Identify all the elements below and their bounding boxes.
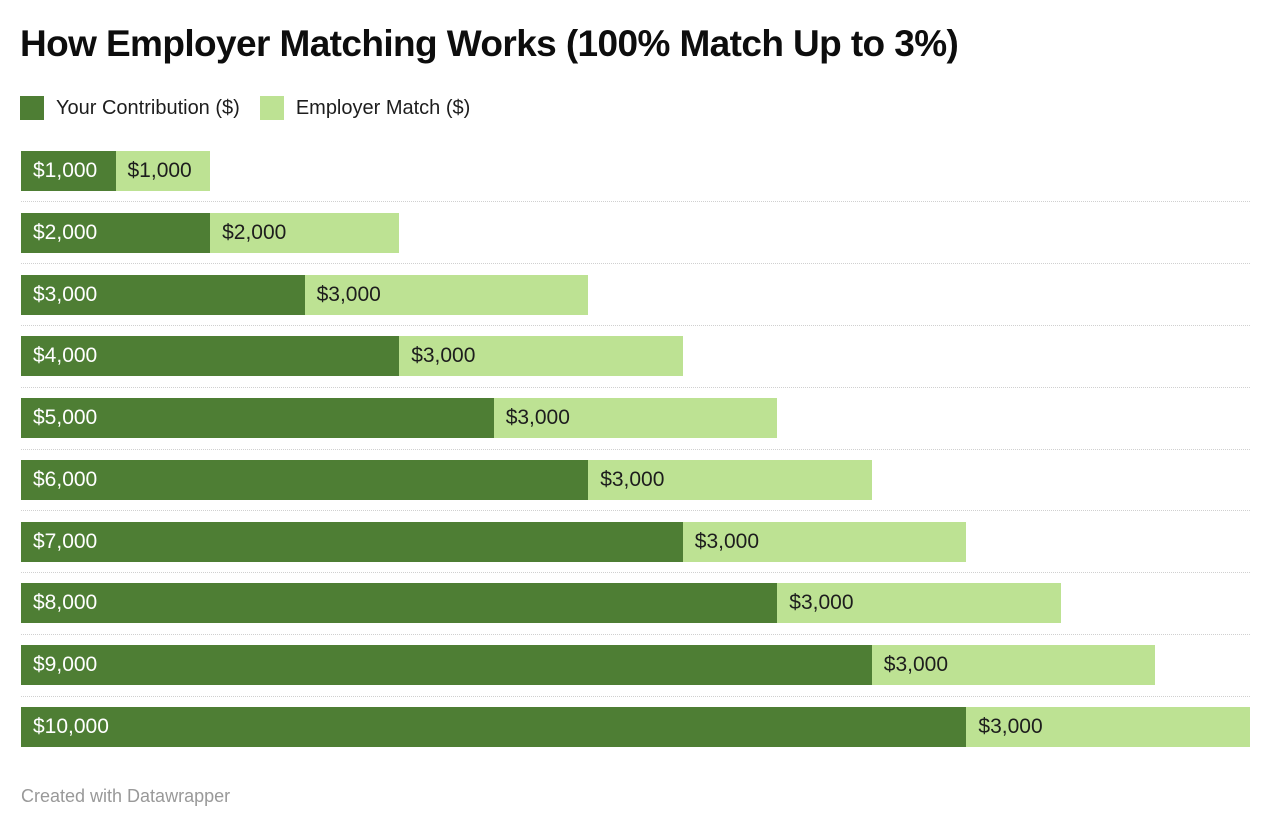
row-separator (21, 324, 1250, 326)
your-contribution-segment: $7,000 (21, 521, 683, 562)
bar-value-label: $3,000 (316, 282, 381, 306)
your-contribution-swatch-icon (20, 96, 44, 120)
bar-row-9: $9,000 $3,000 (21, 645, 1250, 686)
your-contribution-segment: $5,000 (21, 398, 494, 439)
bar-row-10: $10,000 $3,000 (21, 707, 1250, 748)
legend-item-employer-match: Employer Match ($) (259, 96, 471, 120)
bar-value-label: $1,000 (127, 159, 192, 182)
row-separator (21, 201, 1250, 203)
row-separator (21, 386, 1250, 388)
your-contribution-segment: $8,000 (21, 583, 778, 624)
row-separator (21, 263, 1250, 265)
employer-match-segment: $3,000 (682, 521, 967, 562)
row-separator (21, 633, 1250, 635)
legend-item-your-contribution: Your Contribution ($) (20, 96, 240, 120)
employer-match-segment: $3,000 (777, 583, 1061, 624)
your-contribution-segment: $9,000 (21, 645, 872, 686)
row-separator (21, 572, 1250, 574)
your-contribution-segment: $4,000 (21, 336, 400, 377)
legend-label: Your Contribution ($) (56, 96, 240, 119)
employer-match-segment: $3,000 (871, 645, 1156, 686)
your-contribution-segment: $10,000 (21, 707, 967, 748)
bar-row-1: $1,000 $1,000 (21, 151, 1250, 191)
your-contribution-segment: $6,000 (21, 459, 589, 500)
bar-value-label: $3,000 (883, 653, 949, 677)
employer-match-segment: $3,000 (399, 336, 683, 377)
employer-match-segment: $3,000 (966, 707, 1250, 748)
bar-value-label: $3,000 (411, 344, 476, 368)
bar-row-4: $4,000 $3,000 (21, 336, 1250, 377)
your-contribution-segment: $1,000 (21, 151, 116, 191)
employer-match-segment: $3,000 (493, 398, 778, 439)
bar-value-label: $3,000 (789, 591, 854, 615)
bar-value-label: $1,000 (33, 159, 98, 182)
bar-value-label: $8,000 (33, 591, 98, 615)
employer-match-segment: $1,000 (115, 151, 210, 191)
bar-value-label: $2,000 (33, 220, 98, 244)
bar-row-2: $2,000 $2,000 (21, 212, 1250, 253)
row-separator (21, 695, 1250, 697)
your-contribution-segment: $3,000 (21, 274, 305, 315)
bar-value-label: $3,000 (33, 282, 98, 306)
employer-match-swatch-icon (259, 96, 284, 120)
bar-row-6: $6,000 $3,000 (21, 459, 1250, 500)
bar-value-label: $3,000 (600, 467, 665, 491)
bar-row-5: $5,000 $3,000 (21, 398, 1250, 439)
bar-value-label: $3,000 (505, 406, 570, 430)
bar-value-label: $3,000 (694, 529, 760, 553)
bar-value-label: $9,000 (33, 653, 98, 677)
bar-value-label: $3,000 (978, 715, 1043, 739)
bar-row-7: $7,000 $3,000 (21, 521, 1250, 562)
legend-label: Employer Match ($) (295, 96, 471, 119)
bar-value-label: $7,000 (33, 529, 98, 553)
employer-match-segment: $2,000 (210, 212, 400, 253)
chart-title: How Employer Matching Works (100% Match … (20, 23, 959, 64)
employer-match-segment: $3,000 (588, 459, 872, 500)
bar-value-label: $4,000 (33, 344, 98, 368)
your-contribution-segment: $2,000 (21, 212, 211, 253)
attribution: Created with Datawrapper (21, 786, 231, 806)
row-separator (21, 510, 1250, 512)
bar-value-label: $10,000 (33, 715, 109, 739)
bar-value-label: $2,000 (222, 220, 287, 244)
bar-value-label: $6,000 (33, 467, 98, 491)
bar-row-3: $3,000 $3,000 (21, 274, 1250, 315)
bar-row-8: $8,000 $3,000 (21, 583, 1250, 624)
employer-match-segment: $3,000 (304, 274, 589, 315)
bar-value-label: $5,000 (33, 406, 98, 430)
row-separator (21, 448, 1250, 450)
bar-chart: $1,000 $1,000 $2,000 $2,000 $3,000 $3,000 $4,0… (21, 151, 1250, 748)
legend: Your Contribution ($) Employer Match ($) (20, 96, 470, 120)
